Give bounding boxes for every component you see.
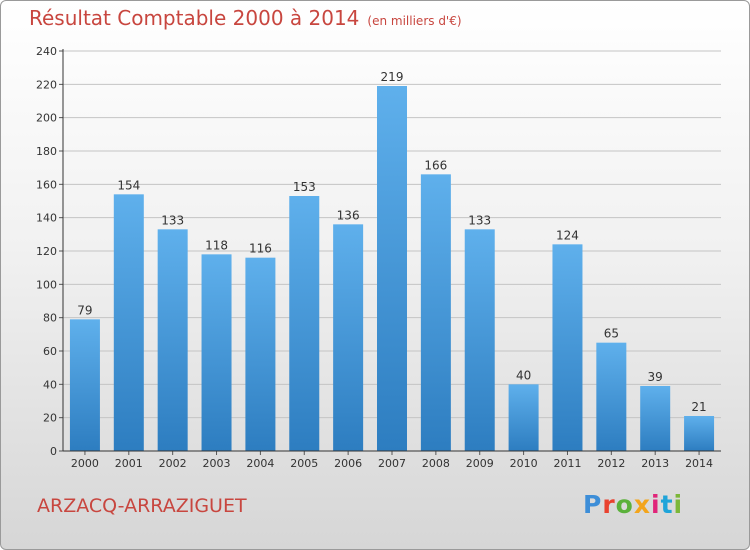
logo-letter: r [602, 490, 616, 519]
x-tick-label-2010: 2010 [510, 457, 538, 470]
y-axis-ticks: 0 20 40 60 80 100 120 140 160 180 200 220 240 [36, 45, 63, 458]
data-label-2000: 79 [77, 303, 92, 317]
proxiti-logo: Proxiti [583, 490, 683, 519]
bar-2001 [113, 194, 144, 452]
x-tick-label-2012: 2012 [597, 457, 625, 470]
x-tick-label-2005: 2005 [290, 457, 318, 470]
x-tick-label-2013: 2013 [641, 457, 669, 470]
data-label-2009: 133 [468, 213, 491, 227]
y-tick-label: 180 [36, 145, 57, 158]
chart-title: Résultat Comptable 2000 à 2014 (en millie… [29, 6, 462, 30]
bars [69, 86, 715, 452]
x-tick-label-2014: 2014 [685, 457, 713, 470]
y-tick-label: 100 [36, 278, 57, 291]
y-tick-label: 0 [50, 445, 57, 458]
data-label-2011: 124 [556, 228, 579, 242]
x-tick-label-2009: 2009 [466, 457, 494, 470]
chart-subtitle: (en milliers d'€) [367, 14, 462, 28]
bar-2003 [201, 254, 232, 451]
data-label-2003: 118 [205, 238, 228, 252]
bar-2006 [333, 224, 364, 451]
bar-2008 [420, 174, 451, 452]
data-labels: 79 154 133 118 116 153 136 219 166 133 40 124 65 39 21 [77, 70, 706, 414]
bar-2014 [684, 416, 715, 451]
x-tick-label-2000: 2000 [71, 457, 99, 470]
x-tick-label-2006: 2006 [334, 457, 362, 470]
data-label-2002: 133 [161, 213, 184, 227]
data-label-2012: 65 [604, 327, 619, 341]
data-label-2004: 116 [249, 242, 272, 256]
bar-2002 [157, 229, 188, 451]
x-tick-label-2003: 2003 [203, 457, 231, 470]
logo-letter: i [651, 490, 661, 519]
bar-2005 [289, 196, 320, 451]
y-tick-label: 160 [36, 178, 57, 191]
data-label-2010: 40 [516, 368, 531, 382]
chart-title-text: Résultat Comptable 2000 à 2014 [29, 6, 360, 30]
data-label-2013: 39 [648, 370, 663, 384]
commune-name: ARZACQ-ARRAZIGUET [37, 495, 247, 517]
bar-2000 [69, 319, 100, 451]
x-tick-label-2001: 2001 [115, 457, 143, 470]
axes [62, 49, 721, 452]
bar-2010 [508, 384, 539, 451]
logo-letter: t [660, 490, 674, 519]
y-tick-label: 200 [36, 112, 57, 125]
y-tick-label: 40 [43, 378, 57, 391]
logo-letter: P [583, 490, 603, 519]
x-tick-label-2007: 2007 [378, 457, 406, 470]
y-tick-label: 220 [36, 78, 57, 91]
y-tick-label: 240 [36, 45, 57, 58]
logo-letter: o [615, 490, 634, 519]
bar-2012 [596, 342, 627, 451]
data-label-2001: 154 [117, 178, 140, 192]
bar-2009 [464, 229, 495, 451]
x-tick-label-2008: 2008 [422, 457, 450, 470]
x-tick-label-2004: 2004 [246, 457, 274, 470]
y-tick-label: 20 [43, 412, 57, 425]
x-tick-label-2011: 2011 [553, 457, 581, 470]
data-label-2007: 219 [381, 70, 404, 84]
data-label-2008: 166 [424, 158, 447, 172]
bar-2007 [377, 86, 407, 451]
bar-2013 [640, 386, 671, 451]
logo-letter: x [633, 490, 651, 519]
y-tick-label: 60 [43, 345, 57, 358]
x-tick-label-2002: 2002 [159, 457, 187, 470]
data-label-2005: 153 [293, 180, 316, 194]
y-tick-label: 80 [43, 312, 57, 325]
x-axis-ticks: 2000 2001 2002 2003 2004 2005 2006 2007 2008 2009… [71, 451, 713, 470]
y-tick-label: 140 [36, 212, 57, 225]
data-label-2014: 21 [691, 400, 706, 414]
logo-letter: i [673, 490, 684, 519]
bar-2004 [245, 257, 276, 451]
data-label-2006: 136 [337, 208, 360, 222]
bar-2011 [552, 244, 583, 451]
y-tick-label: 120 [36, 245, 57, 258]
bar-chart: 0 20 40 60 80 100 120 140 160 180 200 220 240 79 154 1… [36, 45, 721, 470]
